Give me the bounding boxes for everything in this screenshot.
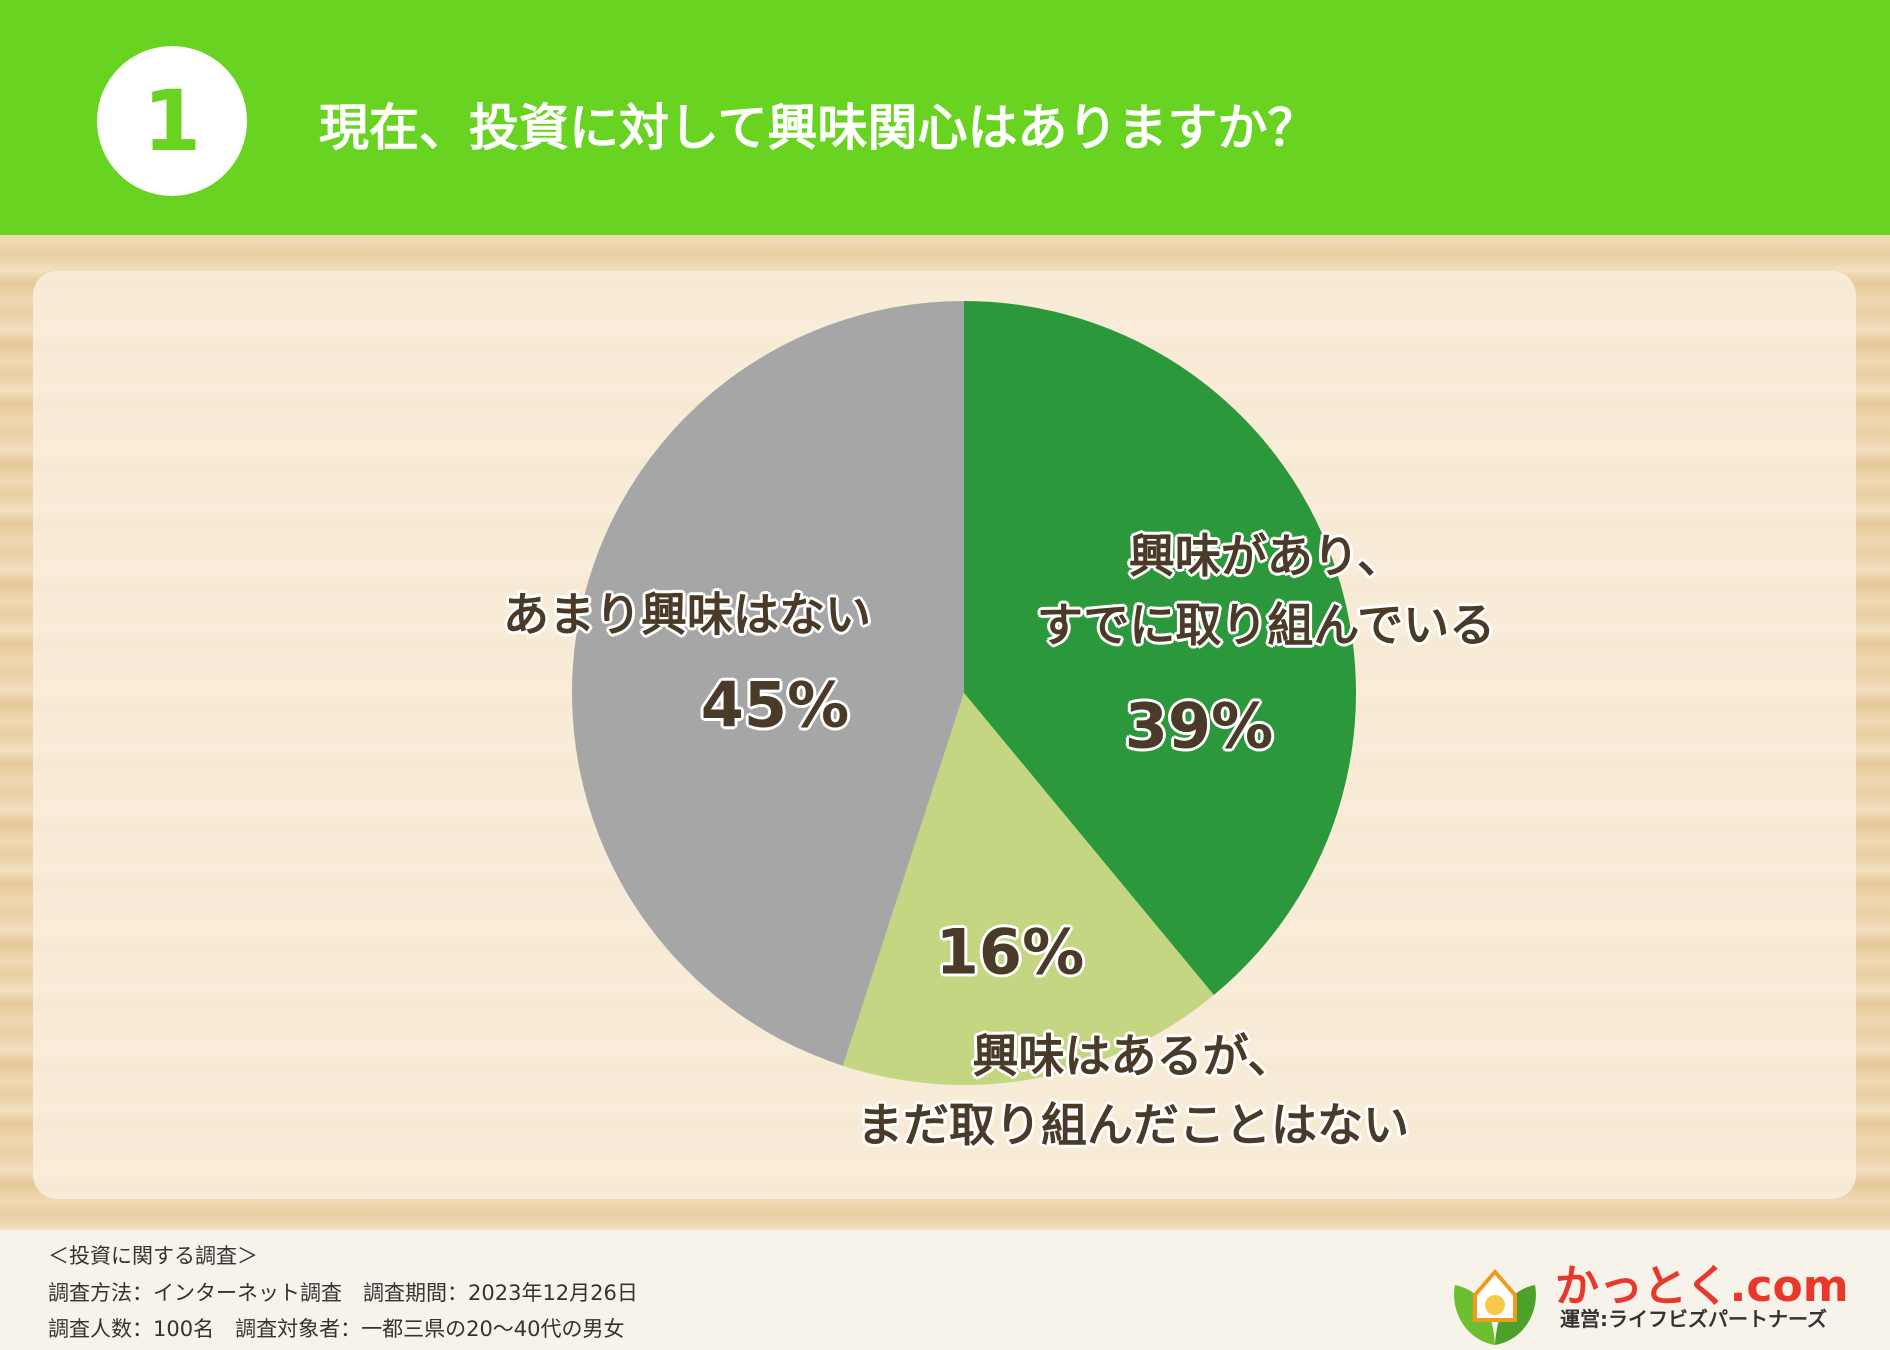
pie-slice [964, 301, 1357, 996]
value-label: 45% [700, 668, 850, 742]
slice-label: 興味はあるが、 まだ取り組んだことはない [857, 1029, 1409, 1152]
header: 1 現在、投資に対して興味関心はありますか？ [0, 0, 1890, 235]
footer-line: ＜投資に関する調査＞ [48, 1244, 258, 1268]
slice-label: あまり興味はない [503, 587, 871, 642]
footer: ＜投資に関する調査＞ 調査方法：インターネット調査 調査期間：2023年12月2… [0, 1230, 1890, 1350]
question-number: 1 [97, 46, 247, 196]
value-label: 39% [1124, 689, 1274, 763]
logo-subtitle: 運営:ライフビズパートナーズ [1560, 1307, 1827, 1331]
pie-slice [842, 693, 1214, 1085]
chart-title: 現在、投資に対して興味関心はありますか？ [319, 99, 1318, 157]
logo-icon [1454, 1268, 1536, 1345]
slice-label: 興味があり、 すでに取り組んでいる [1036, 529, 1496, 652]
footer-line: 調査方法：インターネット調査 調査期間：2023年12月26日 [48, 1281, 638, 1305]
footer-line: 調査人数：100名 調査対象者：一都三県の20〜40代の男女 [48, 1317, 625, 1341]
value-label: 16% [935, 915, 1085, 989]
logo: かっとく.com [1555, 1261, 1849, 1312]
pie-slice [571, 300, 964, 1066]
